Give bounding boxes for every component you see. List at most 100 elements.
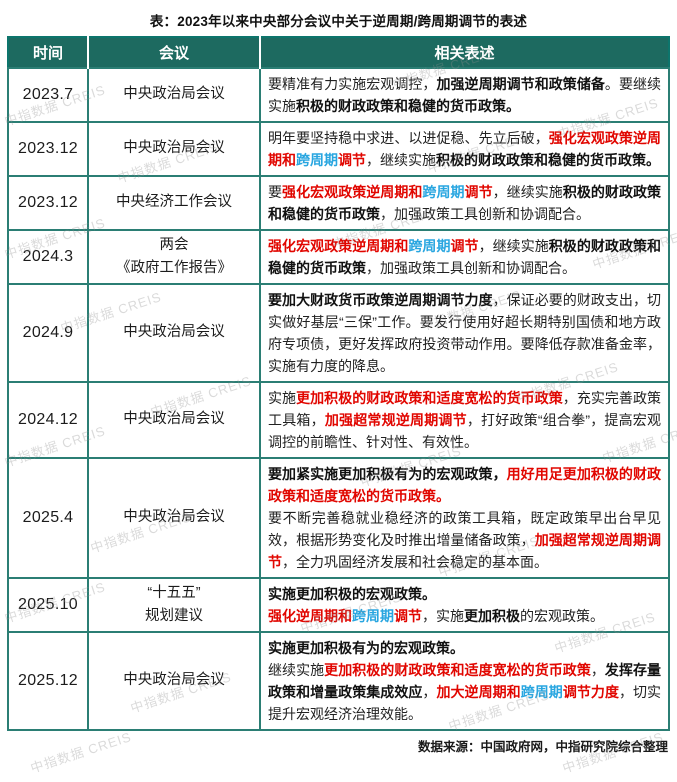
text-segment: ，继续实施 xyxy=(492,184,563,200)
statement-paragraph: 要加紧实施更加积极有为的宏观政策，用好用足更加积极的财政政策和适度宽松的货币政策… xyxy=(268,463,661,507)
text-segment: 强化宏观政策逆周期和 xyxy=(268,130,662,168)
text-segment: 要 xyxy=(268,184,283,200)
statement-cell: 要加大财政货币政策逆周期调节力度，保证必要的财政支出，切实做好基层“三保”工作。… xyxy=(259,283,670,383)
meeting-cell: “十五五” 规划建议 xyxy=(87,577,261,633)
text-segment: 要加大财政货币政策逆周期调节力度 xyxy=(268,292,493,308)
statement-paragraph: 要不断完善稳就业稳经济的政策工具箱，既定政策早出台早见效，根据形势变化及时推出增… xyxy=(268,507,661,573)
policy-statement-table: 时间 会议 相关表述 2023.7 中央政治局会议 要精准有力实施宏观调控，加强逆周… xyxy=(7,36,670,731)
time-cell: 2024.3 xyxy=(7,229,89,285)
time-cell: 2023.12 xyxy=(7,121,89,177)
meeting-line: “十五五” xyxy=(147,584,201,601)
text-segment: 调节 xyxy=(450,238,479,254)
time-cell: 2025.4 xyxy=(7,457,89,579)
text-segment: 更加积极 xyxy=(464,608,520,624)
text-segment: 用好用足更加积极的财政政策和适度宽松的货币政策。 xyxy=(268,466,662,504)
text-segment: 实施 xyxy=(268,390,297,406)
meeting-line: 规划建议 xyxy=(145,608,203,624)
statement-paragraph: 实施更加积极有为的宏观政策。 xyxy=(268,637,661,659)
meeting-cell: 两会 《政府工作报告》 xyxy=(87,229,261,285)
statement-paragraph: 继续实施更加积极的财政政策和适度宽松的货币政策，发挥存量政策和增量政策集成效应，… xyxy=(268,659,661,725)
col-header-meeting: 会议 xyxy=(87,37,260,68)
meeting-cell: 中央政治局会议 xyxy=(87,283,261,383)
time-cell: 2025.12 xyxy=(7,631,89,731)
text-segment: 加强逆周期调节和政策储备 xyxy=(436,76,605,92)
col-header-statement: 相关表述 xyxy=(259,37,669,68)
header-row: 时间 会议 相关表述 xyxy=(8,37,669,68)
text-segment: 调节力度 xyxy=(562,684,619,700)
table-row: 2025.12 中央政治局会议 实施更加积极有为的宏观政策。 继续实施更加积极的财政政… xyxy=(7,631,670,731)
text-segment: 发挥存量政策和增量政策集成效应 xyxy=(268,662,662,700)
statement-cell: 实施更加积极的宏观政策。强化逆周期和跨周期调节，实施更加积极的宏观政策。 xyxy=(259,577,670,633)
meeting-line: 中央政治局会议 xyxy=(123,672,225,689)
meeting-cell: 中央政治局会议 xyxy=(87,67,261,123)
text-segment: ，打好政策“组合拳”，提高宏观调控的前瞻性、针对性、有效性。 xyxy=(268,412,662,450)
text-segment: 强化宏观政策逆周期和 xyxy=(268,238,409,254)
text-segment: 积极的财政政策和稳健的货币政策 xyxy=(268,238,662,276)
text-segment: 更加积极的财政政策和适度宽松的货币政策 xyxy=(296,390,563,406)
text-segment: ，继续实施 xyxy=(366,152,436,168)
statement-cell: 实施更加积极有为的宏观政策。 继续实施更加积极的财政政策和适度宽松的货币政策，发挥… xyxy=(259,631,670,731)
statement-paragraph: 强化宏观政策逆周期和跨周期调节，继续实施积极的财政政策和稳健的货币政策，加强政策… xyxy=(268,235,661,279)
data-source-note: 数据来源：中国政府网，中指研究院综合整理 xyxy=(417,740,668,754)
table-row: 2023.12 中央政治局会议 明年要坚持稳中求进、以进促稳、先立后破，强化宏观政策… xyxy=(7,121,670,177)
text-segment: 的宏观政策。 xyxy=(520,608,604,624)
table-row: 2024.9 中央政治局会议 要加大财政货币政策逆周期调节力度，保证必要的财政支出，… xyxy=(7,283,670,383)
time-cell: 2023.12 xyxy=(7,175,89,231)
text-segment: 跨周期 xyxy=(520,684,563,700)
text-segment: 调节 xyxy=(338,152,366,168)
text-segment: 要精准有力实施宏观调控， xyxy=(268,76,437,92)
text-segment: ，切实提升宏观经济治理效能。 xyxy=(268,684,662,722)
text-segment: ，加强政策工具创新和协调配合。 xyxy=(380,206,590,222)
text-segment: 加强超常规逆周期调节 xyxy=(324,412,467,428)
text-segment: 调节 xyxy=(464,184,493,200)
table-title: 表：2023年以来中央部分会议中关于逆周期/跨周期调节的表述 xyxy=(149,14,528,29)
table-body: 2023.7 中央政治局会议 要精准有力实施宏观调控，加强逆周期调节和政策储备。要继… xyxy=(7,67,670,731)
text-segment: ，加强政策工具创新和协调配合。 xyxy=(366,260,576,276)
text-segment: ， xyxy=(590,662,605,678)
statement-paragraph: 要精准有力实施宏观调控，加强逆周期调节和政策储备。要继续实施积极的财政政策和稳健… xyxy=(268,73,661,117)
meeting-cell: 中央政治局会议 xyxy=(87,381,261,459)
statement-paragraph: 要强化宏观政策逆周期和跨周期调节，继续实施积极的财政政策和稳健的货币政策，加强政… xyxy=(268,181,661,225)
text-segment: ，保证必要的财政支出，切实做好基层“三保”工作。要发行使用好超长期特别国债和地方… xyxy=(268,292,662,374)
table-row: 2023.7 中央政治局会议 要精准有力实施宏观调控，加强逆周期调节和政策储备。要继… xyxy=(7,67,670,123)
statement-paragraph: 强化逆周期和跨周期调节，实施更加积极的宏观政策。 xyxy=(268,605,661,627)
text-segment: 跨周期 xyxy=(296,152,338,168)
meeting-line: 中央政治局会议 xyxy=(123,411,225,428)
table-row: 2025.4 中央政治局会议 要加紧实施更加积极有为的宏观政策，用好用足更加积极的财… xyxy=(7,457,670,579)
table-row: 2025.10 “十五五” 规划建议 实施更加积极的宏观政策。 强化逆周期和跨周期调节，… xyxy=(7,577,670,633)
text-segment: 跨周期 xyxy=(422,184,465,200)
meeting-line: 中央政治局会议 xyxy=(123,324,225,341)
text-segment: ，充实完善政策工具箱， xyxy=(268,390,662,428)
text-segment: 要加紧实施更加积极有为的宏观政策， xyxy=(268,466,507,482)
statement-paragraph: 明年要坚持稳中求进、以进促稳、先立后破，强化宏观政策逆周期和跨周期调节，继续实施… xyxy=(268,127,661,171)
statement-cell: 明年要坚持稳中求进、以进促稳、先立后破，强化宏观政策逆周期和跨周期调节，继续实施… xyxy=(259,121,670,177)
statement-cell: 要强化宏观政策逆周期和跨周期调节，继续实施积极的财政政策和稳健的货币政策，加强政… xyxy=(259,175,670,231)
statement-cell: 要加紧实施更加积极有为的宏观政策，用好用足更加积极的财政政策和适度宽松的货币政策… xyxy=(259,457,670,579)
text-segment: ， xyxy=(422,684,437,700)
text-segment: 继续实施 xyxy=(268,662,325,678)
statement-paragraph: 实施更加积极的财政政策和适度宽松的货币政策，充实完善政策工具箱，加强超常规逆周期… xyxy=(268,387,661,453)
table-row: 2024.12 中央政治局会议 实施更加积极的财政政策和适度宽松的货币政策，充实完善… xyxy=(7,381,670,459)
text-segment: 。要继续实施 xyxy=(268,76,662,114)
meeting-cell: 中央政治局会议 xyxy=(87,121,261,177)
text-segment: 更加积极的财政政策和适度宽松的货币政策 xyxy=(324,662,591,678)
text-segment: 加大逆周期和 xyxy=(436,684,521,700)
text-segment: 强化宏观政策逆周期和 xyxy=(282,184,423,200)
statement-paragraph: 要加大财政货币政策逆周期调节力度，保证必要的财政支出，切实做好基层“三保”工作。… xyxy=(268,289,661,377)
col-header-time: 时间 xyxy=(8,37,88,68)
meeting-line: 中央经济工作会议 xyxy=(116,194,232,211)
table-row: 2024.3 两会 《政府工作报告》 强化宏观政策逆周期和跨周期调节，继续实施积极的财… xyxy=(7,229,670,285)
time-cell: 2023.7 xyxy=(7,67,89,123)
meeting-line: 《政府工作报告》 xyxy=(116,260,232,276)
meeting-cell: 中央政治局会议 xyxy=(87,631,261,731)
meeting-line: 中央政治局会议 xyxy=(123,86,225,103)
text-segment: 实施更加积极的宏观政策。 xyxy=(268,586,436,602)
text-segment: 要不断完善稳就业稳经济的政策工具箱，既定政策早出台早见效，根据形势变化及时推出增… xyxy=(268,510,661,548)
meeting-cell: 中央经济工作会议 xyxy=(87,175,261,231)
statement-cell: 强化宏观政策逆周期和跨周期调节，继续实施积极的财政政策和稳健的货币政策，加强政策… xyxy=(259,229,670,285)
time-cell: 2024.12 xyxy=(7,381,89,459)
statement-cell: 实施更加积极的财政政策和适度宽松的货币政策，充实完善政策工具箱，加强超常规逆周期… xyxy=(259,381,670,459)
text-segment: 积极的财政政策和稳健的货币政策 xyxy=(268,184,662,222)
text-segment: 加强超常规逆周期调节 xyxy=(268,532,661,570)
